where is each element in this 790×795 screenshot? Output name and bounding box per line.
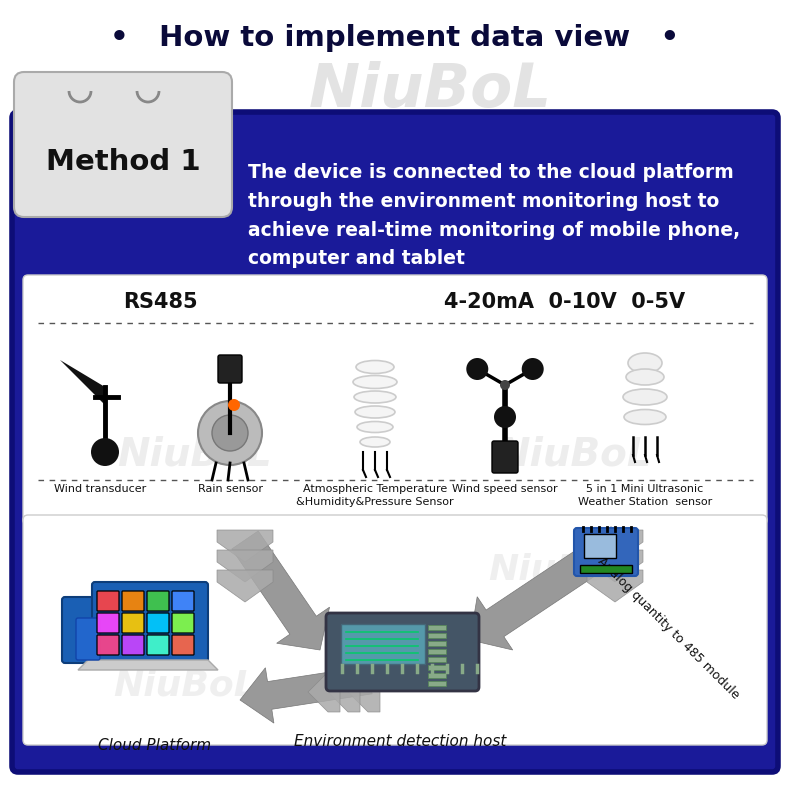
FancyBboxPatch shape <box>97 613 119 633</box>
Text: Atmospheric Temperature
&Humidity&Pressure Sensor: Atmospheric Temperature &Humidity&Pressu… <box>296 484 453 507</box>
FancyBboxPatch shape <box>23 275 767 525</box>
FancyBboxPatch shape <box>147 613 169 633</box>
Circle shape <box>494 406 516 428</box>
FancyBboxPatch shape <box>428 657 446 662</box>
Text: Analog quantity to 485 module: Analog quantity to 485 module <box>595 555 741 701</box>
FancyBboxPatch shape <box>172 591 194 611</box>
FancyBboxPatch shape <box>326 613 479 691</box>
Ellipse shape <box>357 421 393 432</box>
Polygon shape <box>217 550 273 582</box>
FancyBboxPatch shape <box>92 582 208 663</box>
FancyBboxPatch shape <box>218 355 242 383</box>
FancyBboxPatch shape <box>76 618 100 660</box>
Polygon shape <box>470 526 629 650</box>
Text: •   How to implement data view   •: • How to implement data view • <box>111 24 679 52</box>
Text: Wind transducer: Wind transducer <box>54 484 146 494</box>
FancyBboxPatch shape <box>428 633 446 638</box>
Ellipse shape <box>623 389 667 405</box>
FancyBboxPatch shape <box>584 534 616 558</box>
Ellipse shape <box>354 391 396 403</box>
FancyBboxPatch shape <box>122 591 144 611</box>
Circle shape <box>198 401 262 465</box>
Ellipse shape <box>353 375 397 389</box>
Text: NiuBoL: NiuBoL <box>113 668 257 702</box>
Polygon shape <box>231 531 329 650</box>
Text: Cloud Platform: Cloud Platform <box>99 738 212 753</box>
FancyBboxPatch shape <box>428 649 446 654</box>
Circle shape <box>466 358 488 380</box>
Ellipse shape <box>356 360 394 374</box>
Ellipse shape <box>355 406 395 418</box>
Polygon shape <box>587 530 643 562</box>
Text: Environment detection host: Environment detection host <box>294 735 506 750</box>
Polygon shape <box>348 672 380 712</box>
Polygon shape <box>328 672 360 712</box>
FancyBboxPatch shape <box>172 635 194 655</box>
FancyBboxPatch shape <box>428 681 446 686</box>
Polygon shape <box>587 550 643 582</box>
Text: The device is connected to the cloud platform
through the environment monitoring: The device is connected to the cloud pla… <box>248 163 740 268</box>
FancyBboxPatch shape <box>147 591 169 611</box>
FancyBboxPatch shape <box>580 565 632 573</box>
Circle shape <box>228 399 240 411</box>
FancyBboxPatch shape <box>428 625 446 630</box>
Polygon shape <box>587 570 643 602</box>
FancyBboxPatch shape <box>428 673 446 678</box>
Ellipse shape <box>624 409 666 425</box>
Text: 5 in 1 Mini Ultrasonic
Weather Station  sensor: 5 in 1 Mini Ultrasonic Weather Station s… <box>577 484 712 507</box>
Text: NiuBoL: NiuBoL <box>308 60 551 119</box>
Polygon shape <box>60 360 105 405</box>
FancyBboxPatch shape <box>122 613 144 633</box>
Text: Rain sensor: Rain sensor <box>198 484 262 494</box>
Polygon shape <box>240 666 372 723</box>
FancyBboxPatch shape <box>574 528 638 576</box>
Text: 4-20mA  0-10V  0-5V: 4-20mA 0-10V 0-5V <box>445 292 686 312</box>
FancyBboxPatch shape <box>23 515 767 745</box>
Ellipse shape <box>626 369 664 385</box>
FancyBboxPatch shape <box>62 597 103 663</box>
Text: Method 1: Method 1 <box>46 148 201 176</box>
Text: NiuBoL: NiuBoL <box>488 553 632 587</box>
FancyBboxPatch shape <box>14 72 232 217</box>
FancyBboxPatch shape <box>97 635 119 655</box>
Text: NiuBoL: NiuBoL <box>498 436 653 474</box>
FancyBboxPatch shape <box>147 635 169 655</box>
Ellipse shape <box>360 437 390 447</box>
FancyBboxPatch shape <box>97 591 119 611</box>
Polygon shape <box>308 672 340 712</box>
Text: RS485: RS485 <box>122 292 198 312</box>
Circle shape <box>212 415 248 451</box>
Text: NiuBoL: NiuBoL <box>118 436 273 474</box>
Polygon shape <box>217 530 273 562</box>
FancyBboxPatch shape <box>172 613 194 633</box>
FancyBboxPatch shape <box>12 112 778 772</box>
Ellipse shape <box>628 353 662 373</box>
Text: Wind speed sensor: Wind speed sensor <box>452 484 558 494</box>
FancyBboxPatch shape <box>428 641 446 646</box>
FancyBboxPatch shape <box>341 624 425 664</box>
FancyBboxPatch shape <box>492 441 518 473</box>
Polygon shape <box>78 660 218 670</box>
FancyBboxPatch shape <box>428 665 446 670</box>
FancyBboxPatch shape <box>122 635 144 655</box>
Circle shape <box>91 438 119 466</box>
Circle shape <box>500 380 510 390</box>
Polygon shape <box>217 570 273 602</box>
Circle shape <box>521 358 544 380</box>
